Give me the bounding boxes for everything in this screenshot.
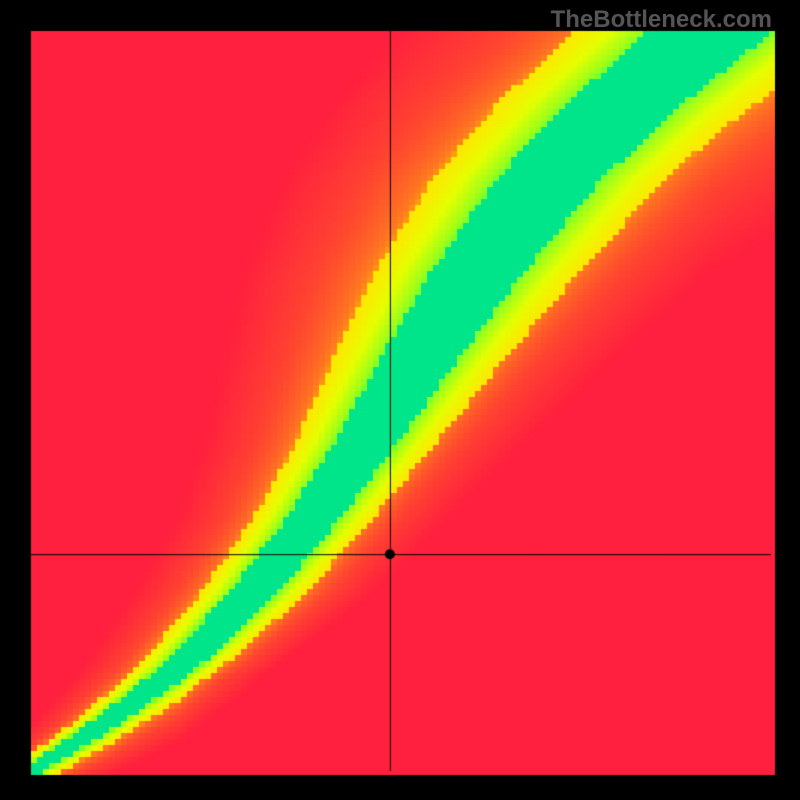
bottleneck-heatmap xyxy=(0,0,800,800)
chart-container: TheBottleneck.com xyxy=(0,0,800,800)
watermark-text: TheBottleneck.com xyxy=(551,6,772,34)
